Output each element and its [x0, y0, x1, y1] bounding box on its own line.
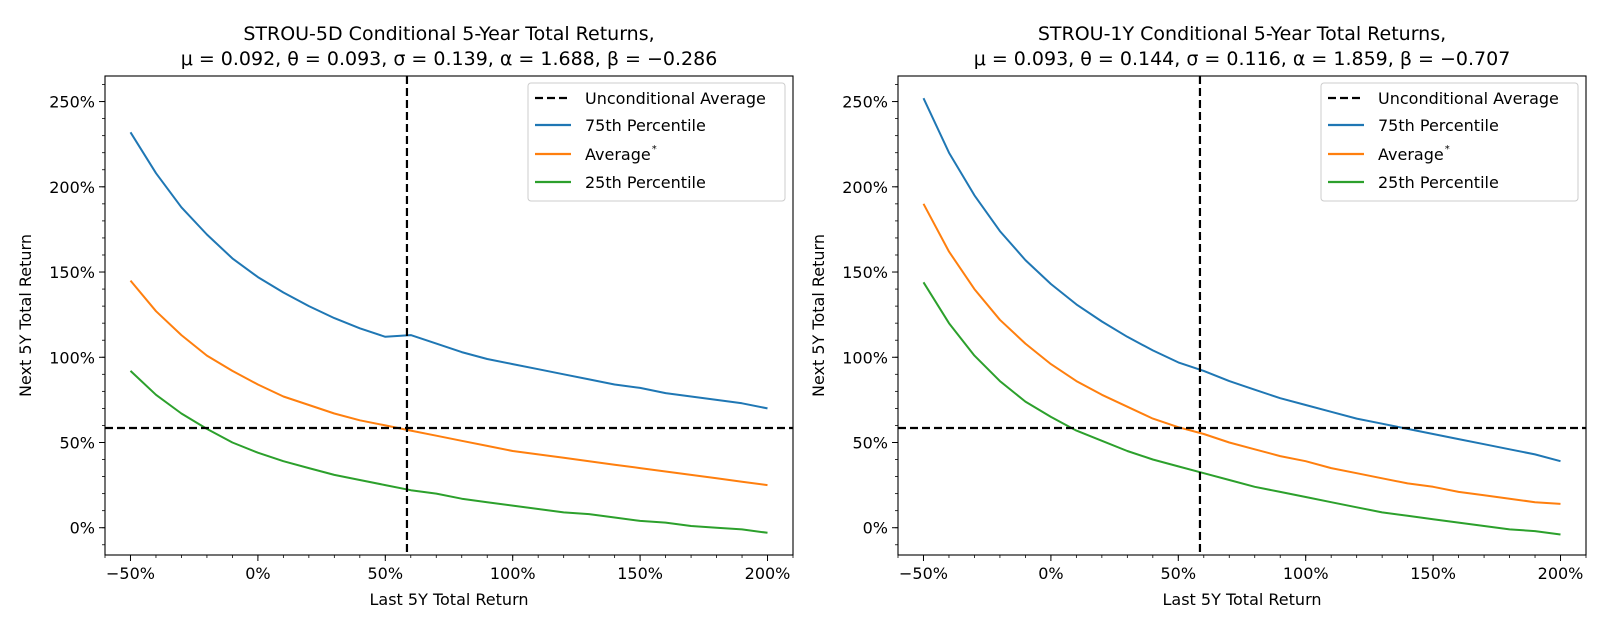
panel-2-legend-label-4: 25th Percentile	[1378, 173, 1499, 192]
panel-2-plot-area	[898, 76, 1586, 555]
panel-2-series-line-2	[922, 203, 1561, 505]
panel-1-y-tick-label: 200%	[49, 178, 95, 197]
panel-2-legend-text-3: Average	[1378, 145, 1444, 164]
panel-2-legend-text-2: 75th Percentile	[1378, 116, 1499, 135]
panel-2-y-tick-label: 250%	[842, 93, 888, 112]
panel-1-x-tick-label: 50%	[368, 564, 404, 583]
panel-1-series-line-2	[129, 279, 768, 487]
panel-2-legend-label-1: Unconditional Average	[1378, 89, 1559, 108]
panel-2-legend-superscript: *	[1445, 144, 1450, 155]
panel-1-legend-superscript: *	[652, 144, 657, 155]
panel-2-x-tick-label: 100%	[1283, 564, 1329, 583]
panel-1-y-axis-label: Next 5Y Total Return	[16, 234, 35, 397]
panel-1-legend-label-1: Unconditional Average	[585, 89, 766, 108]
panel-2-y-tick-label: 0%	[863, 519, 888, 538]
panel-1-x-tick-label: 150%	[617, 564, 663, 583]
panel-1-y-tick-label: 0%	[70, 519, 95, 538]
panel-2-series-line-3	[922, 281, 1561, 536]
panel-2-legend-label-2: 75th Percentile	[1378, 116, 1499, 135]
panel-2-x-tick-label: 0%	[1038, 564, 1063, 583]
panel-2-x-axis-label: Last 5Y Total Return	[1163, 590, 1322, 609]
panel-1-legend-label-2: 75th Percentile	[585, 116, 706, 135]
panel-1-legend-text-4: 25th Percentile	[585, 173, 706, 192]
panel-2-legend-text-1: Unconditional Average	[1378, 89, 1559, 108]
panel-1-y-tick-label: 150%	[49, 263, 95, 282]
panel-2-axes-frame	[897, 75, 1587, 556]
panel-1-series-line-1	[129, 131, 768, 410]
panel-2-legend-box	[1320, 82, 1579, 202]
panel-2-y-tick-label: 100%	[842, 348, 888, 367]
panel-1-title: STROU-5D Conditional 5-Year Total Return…	[243, 23, 654, 45]
panel-1: STROU-5D Conditional 5-Year Total Return…	[16, 23, 794, 609]
panel-1-legend-text-1: Unconditional Average	[585, 89, 766, 108]
panel-2-legend-text-4: 25th Percentile	[1378, 173, 1499, 192]
panel-1-legend-text-2: 75th Percentile	[585, 116, 706, 135]
panel-2-legend: Unconditional Average 75th Percentile Aver…	[1320, 82, 1579, 202]
panel-1-x-tick-label: 100%	[490, 564, 536, 583]
panel-2-title: STROU-1Y Conditional 5-Year Total Return…	[1038, 23, 1446, 45]
panel-1-x-axis-label: Last 5Y Total Return	[370, 590, 529, 609]
panel-2-subtitle: μ = 0.093, θ = 0.144, σ = 0.116, α = 1.8…	[974, 48, 1511, 70]
panel-2-x-tick-label: 50%	[1161, 564, 1197, 583]
panel-1-y-tick-label: 50%	[59, 433, 95, 452]
panel-1-axes-frame	[104, 75, 794, 556]
panel-1-x-tick-label: −50%	[106, 564, 155, 583]
panel-2-y-tick-label: 200%	[842, 178, 888, 197]
panel-2-x-tick-label: 200%	[1538, 564, 1584, 583]
panel-1-series-line-3	[129, 370, 768, 534]
panel-2: STROU-1Y Conditional 5-Year Total Return…	[809, 23, 1587, 609]
panel-1-x-tick-label: 0%	[245, 564, 270, 583]
panel-2-legend-label-3: Average*	[1378, 144, 1450, 164]
panel-2-y-tick-label: 150%	[842, 263, 888, 282]
panel-1-legend-label-3: Average*	[585, 144, 657, 164]
panel-2-y-tick-label: 50%	[852, 433, 888, 452]
panel-1-y-tick-label: 100%	[49, 348, 95, 367]
panel-2-x-tick-label: −50%	[899, 564, 948, 583]
panel-1-plot-area	[105, 76, 793, 555]
panel-2-series-line-1	[922, 97, 1561, 463]
panel-1-legend-box	[527, 82, 786, 202]
panel-1-legend-text-3: Average	[585, 145, 651, 164]
panel-2-y-axis-label: Next 5Y Total Return	[809, 234, 828, 397]
panel-1-x-tick-label: 200%	[745, 564, 791, 583]
panel-1-legend: Unconditional Average 75th Percentile Aver…	[527, 82, 786, 202]
panel-2-x-tick-label: 150%	[1410, 564, 1456, 583]
panel-1-subtitle: μ = 0.092, θ = 0.093, σ = 0.139, α = 1.6…	[181, 48, 718, 70]
panel-1-y-tick-label: 250%	[49, 93, 95, 112]
panel-1-legend-label-4: 25th Percentile	[585, 173, 706, 192]
